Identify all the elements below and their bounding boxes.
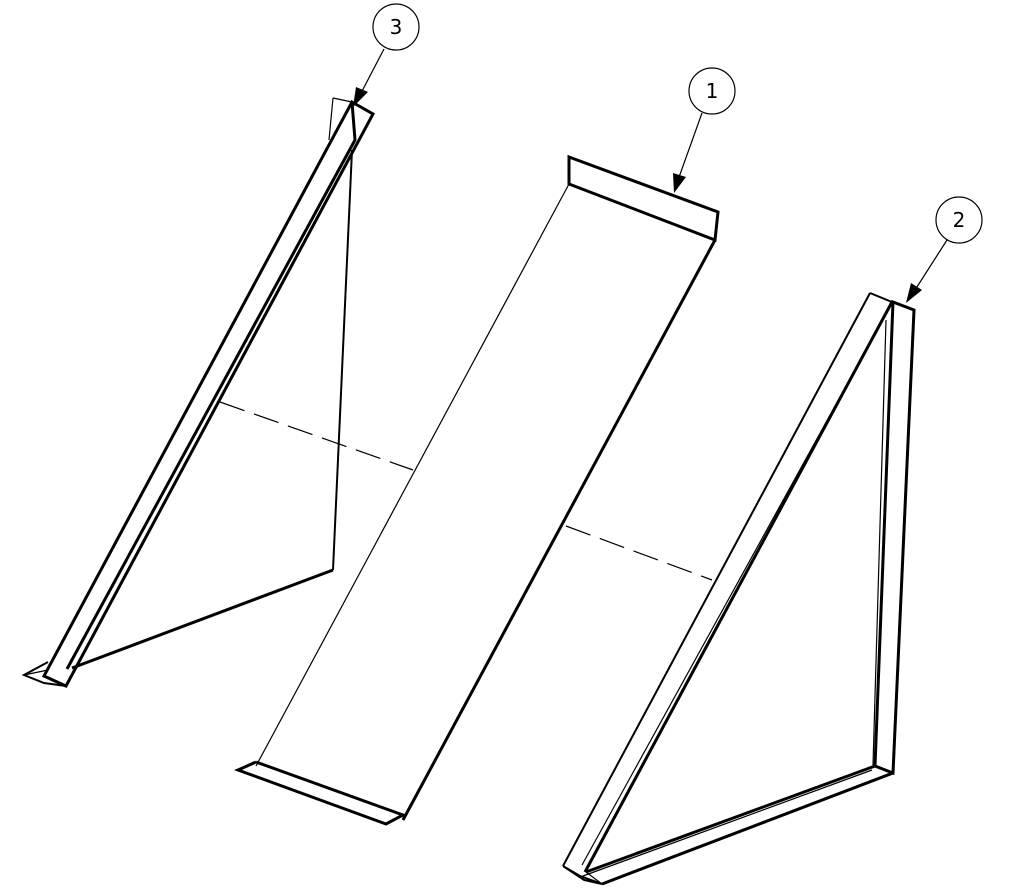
balloon-2-label: 2 <box>953 208 966 232</box>
balloon-3: 3 <box>353 3 420 107</box>
balloon-1-label: 1 <box>706 79 719 103</box>
part-2-bracket <box>562 292 916 886</box>
balloon-2: 2 <box>906 196 983 303</box>
balloon-1: 1 <box>673 67 736 193</box>
part-3-bracket <box>21 97 376 688</box>
balloon-3-label: 3 <box>390 15 403 39</box>
alignment-lines <box>219 401 713 581</box>
part-1-panel <box>233 154 720 826</box>
